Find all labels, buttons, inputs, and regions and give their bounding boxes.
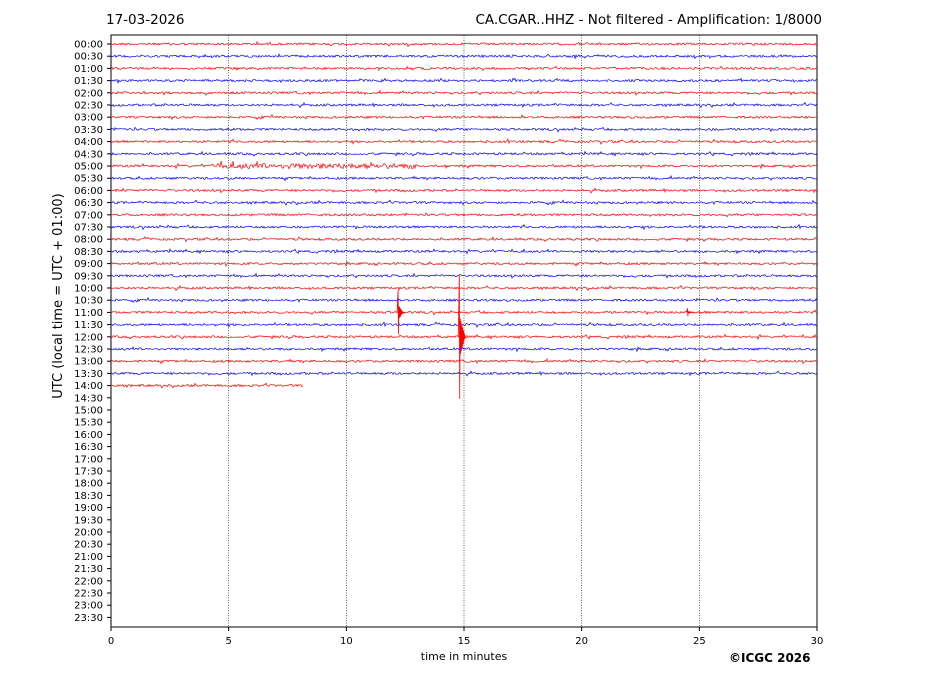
y-tick-label: 14:00 [74,381,103,392]
y-tick-label: 10:30 [74,296,103,307]
y-tick-label: 00:30 [74,52,103,63]
event-trace [457,274,468,399]
event-trace [686,308,694,317]
y-tick-label: 05:30 [74,174,103,185]
trace-row [110,160,818,170]
trace-row [110,346,818,353]
trace-row [110,382,303,389]
y-tick-label: 19:00 [74,503,103,514]
y-tick-label: 03:00 [74,113,103,124]
trace-row [110,113,818,121]
y-tick-label: 03:30 [74,125,103,136]
trace-row [111,212,818,218]
y-tick-label: 04:30 [74,149,103,160]
y-tick-label: 20:30 [74,540,103,551]
trace-row [110,89,818,96]
y-tick-label: 11:00 [74,308,103,319]
trace-row [110,138,817,145]
trace-row [111,296,818,304]
y-tick-label: 21:00 [74,552,103,563]
x-tick-label: 15 [458,636,471,647]
y-tick-label: 11:30 [74,320,103,331]
y-tick-label: 09:00 [74,259,103,270]
y-tick-label: 22:00 [74,576,103,587]
y-tick-label: 07:30 [74,223,103,234]
copyright-label: ©ICGC 2026 [729,651,811,665]
y-tick-label: 23:30 [74,613,103,624]
y-tick-label: 12:00 [74,332,103,343]
y-tick-label: 22:30 [74,589,103,600]
y-tick-label: 06:00 [74,186,103,197]
y-tick-label: 23:00 [74,601,103,612]
trace-row [111,309,818,316]
x-axis-label: time in minutes [421,650,508,663]
y-tick-label: 08:00 [74,235,103,246]
trace-row [110,40,818,48]
y-tick-label: 17:30 [74,467,103,478]
trace-row [110,150,818,157]
y-tick-label: 12:30 [74,345,103,356]
y-tick-label: 15:30 [74,418,103,429]
y-tick-label: 18:30 [74,491,103,502]
trace-row [110,370,818,377]
x-tick-label: 25 [693,636,706,647]
x-tick-label: 20 [575,636,588,647]
trace-row [110,223,818,231]
y-tick-label: 18:00 [74,479,103,490]
y-tick-label: 16:30 [74,442,103,453]
y-tick-label: 07:00 [74,210,103,221]
trace-row [110,321,818,328]
trace-row [110,65,818,72]
y-tick-label: 01:30 [74,76,103,87]
y-tick-label: 13:00 [74,357,103,368]
trace-row [110,101,818,109]
trace-row [110,236,818,243]
trace-row [110,272,818,279]
y-tick-label: 09:30 [74,271,103,282]
x-tick-label: 5 [225,636,231,647]
y-tick-label: 02:00 [74,88,103,99]
station-title: CA.CGAR..HHZ - Not filtered - Amplificat… [475,12,822,28]
y-tick-label: 08:30 [74,247,103,258]
trace-row [110,248,818,255]
y-tick-label: 21:30 [74,564,103,575]
trace-row [111,187,818,194]
trace-row [110,260,818,268]
x-tick-label: 30 [811,636,824,647]
y-tick-label: 15:00 [74,406,103,417]
event-trace [396,290,406,335]
y-tick-label: 13:30 [74,369,103,380]
y-tick-label: 19:30 [74,515,103,526]
y-tick-label: 05:00 [74,162,103,173]
x-tick-label: 10 [340,636,353,647]
y-tick-label: 20:00 [74,528,103,539]
y-tick-label: 02:30 [74,101,103,112]
y-axis-label: UTC (local time = UTC + 01:00) [51,193,66,398]
y-tick-label: 16:00 [74,430,103,441]
y-tick-label: 14:30 [74,393,103,404]
y-tick-label: 01:00 [74,64,103,75]
trace-row [110,199,818,206]
trace-row [110,357,818,365]
date-label: 17-03-2026 [106,12,185,28]
trace-row [110,126,818,133]
y-tick-label: 00:00 [74,40,103,51]
trace-row [110,52,818,60]
y-tick-label: 06:30 [74,198,103,209]
y-tick-label: 04:00 [74,137,103,148]
trace-row [110,284,818,292]
trace-row [110,77,818,84]
y-tick-label: 10:00 [74,284,103,295]
y-tick-label: 17:00 [74,454,103,465]
trace-row [110,174,818,182]
x-tick-label: 0 [108,636,114,647]
